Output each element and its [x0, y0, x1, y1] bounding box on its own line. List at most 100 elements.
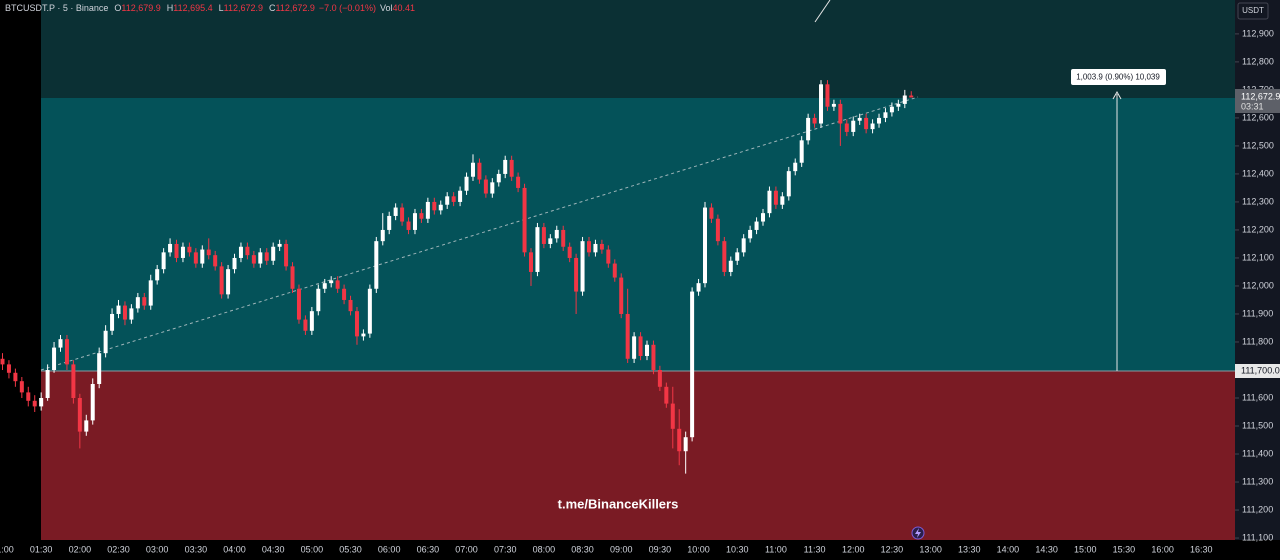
- candle-body: [786, 171, 791, 197]
- candle-body: [812, 117, 817, 124]
- candle-body: [451, 196, 456, 202]
- candle-body: [709, 207, 714, 219]
- watermark: t.me/BinanceKillers: [558, 496, 679, 511]
- candle-body: [219, 266, 224, 295]
- candles: [0, 80, 914, 474]
- candle-body: [361, 333, 366, 337]
- x-tick-label: 01:00: [0, 544, 14, 554]
- candle-body: [864, 117, 869, 130]
- candle-body: [161, 252, 166, 270]
- candle-body: [509, 159, 514, 177]
- x-tick-label: 15:00: [1074, 544, 1097, 554]
- candle-body: [103, 330, 108, 354]
- candle-body: [741, 238, 746, 253]
- candle-body: [819, 84, 824, 124]
- upper-zone: [41, 0, 1235, 98]
- x-tick-label: 05:30: [339, 544, 362, 554]
- candle-body: [799, 140, 804, 163]
- candle-body: [857, 117, 862, 121]
- candle-body: [52, 347, 57, 370]
- candle-body: [567, 246, 572, 258]
- countdown-label: 03:31: [1241, 101, 1264, 111]
- entry-price-tag: [1235, 364, 1280, 378]
- x-tick-label: 11:00: [765, 544, 787, 554]
- measure-label: 1,003.9 (0.90%) 10,039: [1076, 73, 1160, 82]
- candle-body: [889, 106, 894, 113]
- x-tick-label: 12:00: [842, 544, 865, 554]
- last-price-label: 112,672.9: [1241, 91, 1280, 101]
- y-tick-label: 111,800: [1242, 336, 1273, 346]
- candle-body: [6, 364, 11, 373]
- candle-body: [400, 207, 405, 222]
- candle-body: [438, 204, 443, 211]
- candle-body: [548, 238, 553, 244]
- candle-body: [380, 229, 385, 242]
- y-tick-label: 112,100: [1242, 252, 1274, 262]
- ohlc-label: O: [114, 3, 121, 13]
- candle-body: [193, 252, 198, 264]
- candle-body: [793, 162, 798, 172]
- currency-button[interactable]: [1237, 2, 1269, 20]
- x-tick-label: 08:30: [571, 544, 594, 554]
- x-tick-label: 16:30: [1190, 544, 1213, 554]
- candle-body: [387, 215, 392, 230]
- candle-body: [464, 176, 469, 191]
- last-price-tag: [1235, 89, 1280, 113]
- y-tick-label: 112,800: [1242, 56, 1274, 66]
- ohlc-label: L: [219, 3, 224, 13]
- candle-body: [851, 120, 856, 132]
- candle-body: [200, 249, 205, 264]
- y-tick-label: 111,500: [1242, 420, 1273, 430]
- candle-body: [264, 252, 269, 261]
- candle-body: [844, 123, 849, 132]
- candle-body: [367, 288, 372, 334]
- candle-body: [902, 95, 907, 104]
- x-tick-label: 10:30: [726, 544, 749, 554]
- y-tick-label: 112,500: [1242, 140, 1274, 150]
- candle-body: [174, 243, 179, 258]
- ohlc-value: 112,695.4: [173, 3, 212, 13]
- candle-body: [322, 283, 327, 289]
- y-tick-label: 112,600: [1242, 112, 1274, 122]
- x-tick-label: 11:30: [804, 544, 826, 554]
- time-axis: [0, 540, 1280, 560]
- x-tick-label: 13:30: [958, 544, 981, 554]
- x-tick-label: 07:30: [494, 544, 517, 554]
- ohlc-value: 112,672.9: [276, 3, 315, 13]
- candle-body: [290, 266, 295, 289]
- measure-arrowhead: [1112, 90, 1122, 100]
- candle-body: [690, 291, 695, 438]
- candle-body: [503, 159, 508, 174]
- candle-body: [342, 288, 347, 300]
- symbol: BTCUSDT.P · 5 · Binance: [5, 3, 108, 13]
- candle-body: [32, 400, 37, 407]
- candle-body: [677, 428, 682, 452]
- y-tick-label: 111,100: [1242, 532, 1273, 542]
- ohlc-value: 112,679.9: [121, 3, 160, 13]
- candle-body: [0, 358, 5, 365]
- candle-body: [554, 229, 559, 239]
- currency-label[interactable]: USDT: [1242, 6, 1264, 15]
- x-tick-label: 09:00: [610, 544, 633, 554]
- candle-body: [277, 243, 282, 247]
- candle-body: [909, 95, 914, 98]
- stop-zone: [41, 371, 1235, 540]
- candle-body: [122, 305, 127, 320]
- candle-body: [168, 243, 173, 253]
- candle-body: [90, 383, 95, 421]
- ohlc-label: H: [167, 3, 174, 13]
- x-tick-label: 08:00: [533, 544, 556, 554]
- candle-body: [296, 288, 301, 320]
- candle-body: [625, 313, 630, 359]
- candle-body: [612, 263, 617, 278]
- candle-body: [419, 213, 424, 219]
- candle-body: [271, 246, 276, 261]
- candle-body: [767, 190, 772, 214]
- candle-body: [632, 336, 637, 359]
- candle-body: [657, 369, 662, 387]
- candle-body: [773, 190, 778, 205]
- candle-body: [64, 339, 69, 365]
- candle-body: [187, 246, 192, 253]
- x-tick-label: 04:00: [223, 544, 246, 554]
- candle-body: [651, 344, 656, 370]
